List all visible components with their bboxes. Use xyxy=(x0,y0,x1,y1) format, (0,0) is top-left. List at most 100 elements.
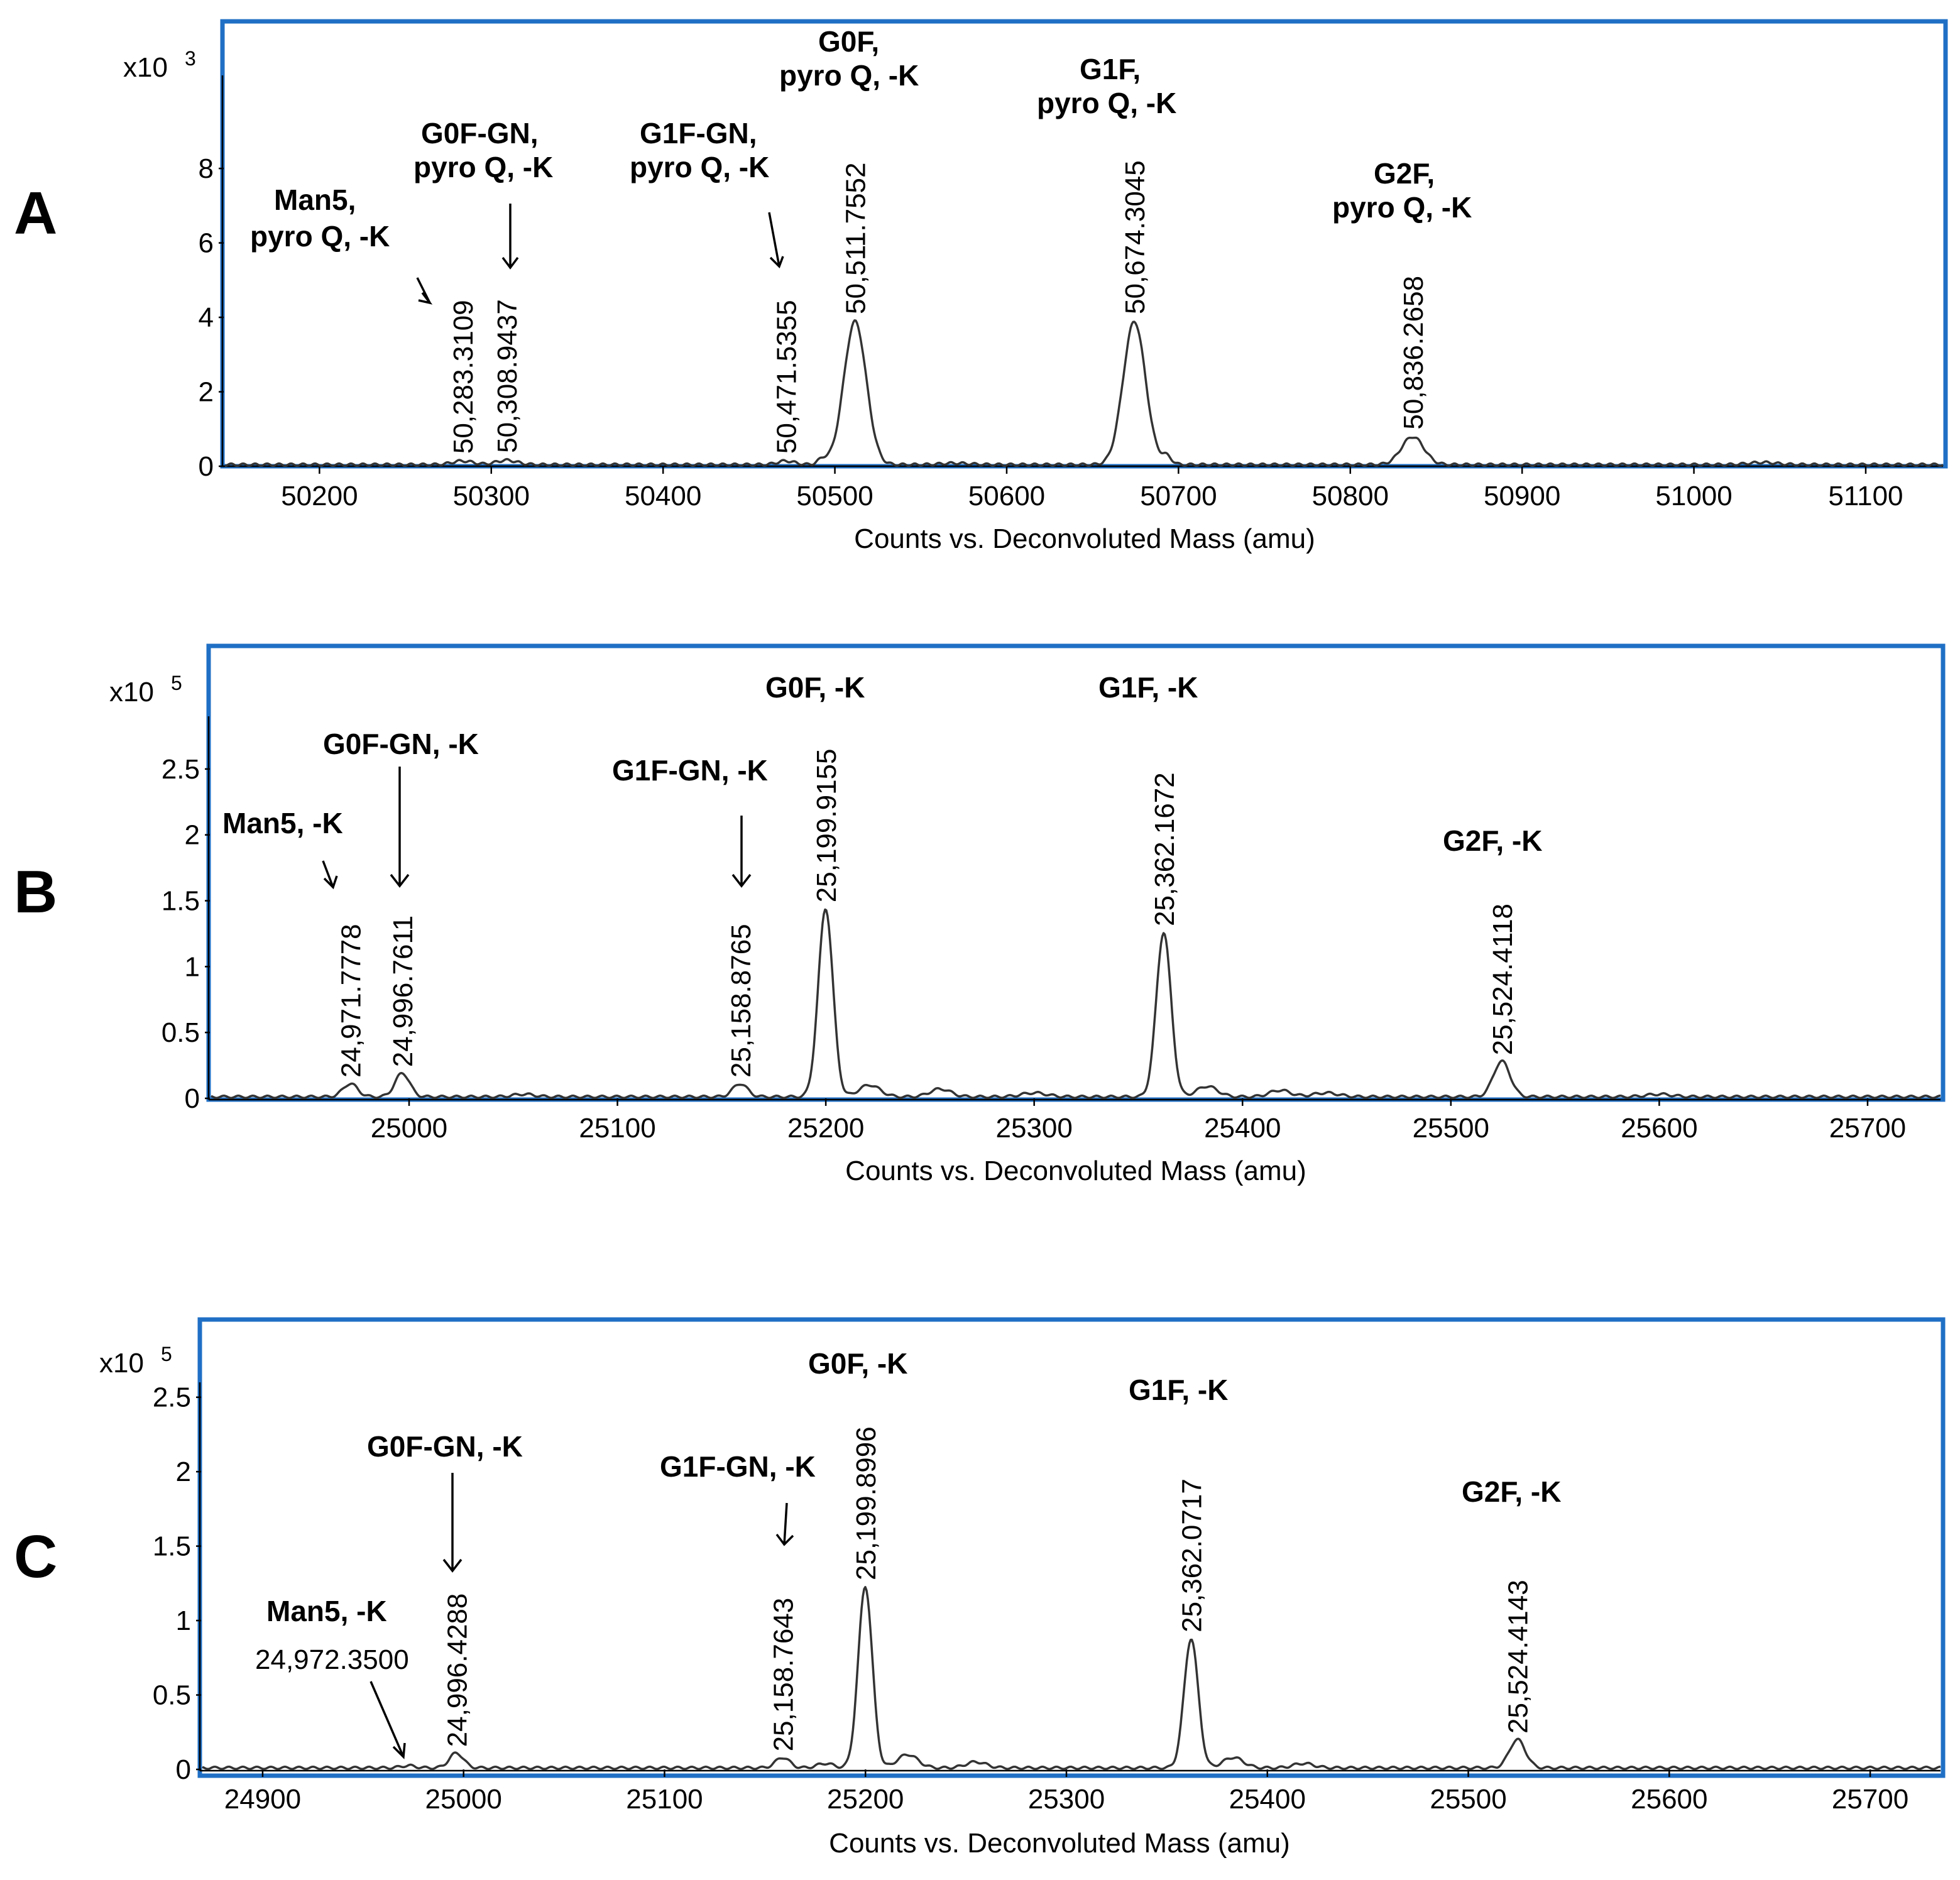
panel-label-b: B xyxy=(14,858,57,926)
x-axis-label: Counts vs. Deconvoluted Mass (amu) xyxy=(854,523,1315,554)
x-tick-label: 50200 xyxy=(281,481,358,511)
peak-mass-label: 50,674.3045 xyxy=(1120,160,1151,314)
y-multiplier: x10 3 xyxy=(123,47,196,83)
arrow-marker xyxy=(370,1681,406,1759)
arrow-marker xyxy=(768,212,784,269)
peak-mass-labels: 24,996.4288 25,158.7643 25,199.8996 25,362.… xyxy=(442,1426,1533,1751)
y-tick-label: 6 xyxy=(199,228,214,259)
panel-label-a: A xyxy=(14,180,57,247)
glycan-label: G0F-GN, -K xyxy=(367,1430,523,1463)
x-tick-label: 25100 xyxy=(626,1784,703,1815)
arrow-marker xyxy=(442,1473,463,1573)
y-tick-label: 2.5 xyxy=(162,754,200,785)
peak-mass-label: 24,996.7611 xyxy=(388,915,419,1067)
x-tick-label: 51000 xyxy=(1655,481,1732,511)
y-tick-label: 4 xyxy=(199,302,214,333)
arrow-marker xyxy=(775,1502,794,1546)
y-tick-label: 2 xyxy=(199,377,214,408)
arrow-marker xyxy=(501,204,519,270)
y-multiplier-exponent: 3 xyxy=(185,47,196,70)
panel-b: B x10 5 0 0.5 1 1.5 2 2.5 25000 25100 25200 2530… xyxy=(14,643,1946,1186)
glycan-label: G1F-GN, -K xyxy=(612,754,768,787)
x-tick-label: 25600 xyxy=(1621,1113,1697,1144)
y-multiplier-exponent: 5 xyxy=(161,1343,172,1365)
panel-label-c: C xyxy=(14,1523,57,1590)
x-tick-label: 25500 xyxy=(1413,1113,1489,1144)
x-tick-label: 50500 xyxy=(796,481,873,511)
y-multiplier: x10 5 xyxy=(99,1343,172,1379)
x-tick-label: 25400 xyxy=(1204,1113,1281,1144)
x-axis-ticks: 24900 25000 25100 25200 25300 25400 25500 25600… xyxy=(224,1769,1908,1815)
peak-mass-label: 25,524.4118 xyxy=(1487,904,1518,1055)
peak-mass-label: 50,471.5355 xyxy=(772,300,802,454)
glycan-label: G0F, pyro Q, -K xyxy=(779,25,919,92)
y-multiplier-base: x10 xyxy=(99,1348,144,1379)
peak-mass-label: 25,158.8765 xyxy=(726,924,757,1078)
peak-mass-labels: 24,971.7778 24,996.7611 25,158.8765 25,199.… xyxy=(336,749,1518,1078)
x-tick-label: 50800 xyxy=(1312,481,1389,511)
y-tick-label: 1.5 xyxy=(153,1531,191,1562)
peak-mass-label: 25,158.7643 xyxy=(768,1598,799,1752)
glycan-label: G1F-GN, pyro Q, -K xyxy=(630,117,769,183)
x-tick-label: 25000 xyxy=(371,1113,447,1144)
glycan-label: G2F, pyro Q, -K xyxy=(1332,157,1472,224)
glycan-label: G2F, -K xyxy=(1443,824,1542,857)
y-tick-label: 2 xyxy=(176,1456,191,1487)
peak-mass-label: 25,362.0717 xyxy=(1176,1478,1207,1632)
y-tick-label: 0 xyxy=(185,1083,200,1114)
x-axis-ticks: 25000 25100 25200 25300 25400 25500 25600 25700 xyxy=(371,1098,1906,1144)
y-tick-label: 2 xyxy=(185,820,200,851)
panel-c: C x10 5 0 0.5 1 1.5 2 2.5 24900 25000 25100 2520… xyxy=(14,1317,1946,1859)
x-tick-label: 25100 xyxy=(579,1113,655,1144)
y-tick-label: 1.5 xyxy=(162,886,200,917)
y-tick-label: 0.5 xyxy=(153,1680,191,1711)
peak-mass-label: 50,836.2658 xyxy=(1398,276,1429,430)
peak-mass-label: 24,971.7778 xyxy=(336,924,366,1078)
y-tick-label: 2.5 xyxy=(153,1382,191,1413)
peak-mass-label: 25,362.1672 xyxy=(1149,772,1180,926)
y-tick-label: 0 xyxy=(176,1754,191,1785)
y-axis-ticks: 0 0.5 1 1.5 2 2.5 xyxy=(162,754,210,1114)
x-tick-label: 50600 xyxy=(968,481,1045,511)
x-tick-label: 50900 xyxy=(1484,481,1560,511)
peak-mass-label: 50,308.9437 xyxy=(492,299,523,453)
peak-mass-label: 50,283.3109 xyxy=(448,300,479,454)
glycan-label: G1F, -K xyxy=(1098,671,1198,704)
x-tick-label: 25200 xyxy=(787,1113,864,1144)
glycan-label: G1F, -K xyxy=(1129,1374,1228,1406)
glycan-label: Man5, -K xyxy=(266,1595,387,1627)
y-tick-label: 1 xyxy=(185,951,200,982)
x-tick-label: 25400 xyxy=(1229,1784,1306,1815)
glycan-label: G0F, -K xyxy=(808,1347,907,1380)
x-tick-label: 25700 xyxy=(1832,1784,1908,1815)
glycan-label: G0F-GN, pyro Q, -K xyxy=(413,117,553,183)
peak-mass-label: 24,996.4288 xyxy=(442,1593,473,1747)
x-axis-label: Counts vs. Deconvoluted Mass (amu) xyxy=(829,1828,1290,1859)
x-tick-label: 50300 xyxy=(453,481,530,511)
x-axis-ticks: 50200 50300 50400 50500 50600 50700 50800 50900… xyxy=(281,466,1903,511)
arrow-marker xyxy=(731,816,752,888)
y-multiplier-exponent: 5 xyxy=(171,672,182,694)
y-tick-label: 0.5 xyxy=(162,1017,200,1048)
y-multiplier-base: x10 xyxy=(109,677,154,708)
panel-b-frame xyxy=(206,643,1946,1102)
peak-mass-label: 25,199.9155 xyxy=(811,749,842,903)
y-multiplier: x10 5 xyxy=(109,672,182,708)
peak-mass-label: 50,511.7552 xyxy=(841,163,872,314)
x-tick-label: 50400 xyxy=(625,481,701,511)
x-tick-label: 50700 xyxy=(1140,481,1217,511)
arrow-marker xyxy=(390,767,410,888)
x-tick-label: 25300 xyxy=(996,1113,1073,1144)
spectrum-trace xyxy=(224,319,1944,467)
glycan-label: G2F, -K xyxy=(1462,1475,1561,1508)
peak-mass-labels: 50,283.3109 50,308.9437 50,471.5355 50,511.… xyxy=(448,160,1429,454)
spectrum-trace xyxy=(211,908,1941,1100)
arrow-marker xyxy=(322,860,338,890)
peak-mass-label: 24,972.3500 xyxy=(255,1644,409,1675)
glycan-label: G0F-GN, -K xyxy=(323,728,479,760)
x-tick-label: 51100 xyxy=(1828,481,1903,511)
spectrum-trace xyxy=(202,1586,1941,1771)
y-axis-ticks: 0 2 4 6 8 xyxy=(199,153,224,482)
